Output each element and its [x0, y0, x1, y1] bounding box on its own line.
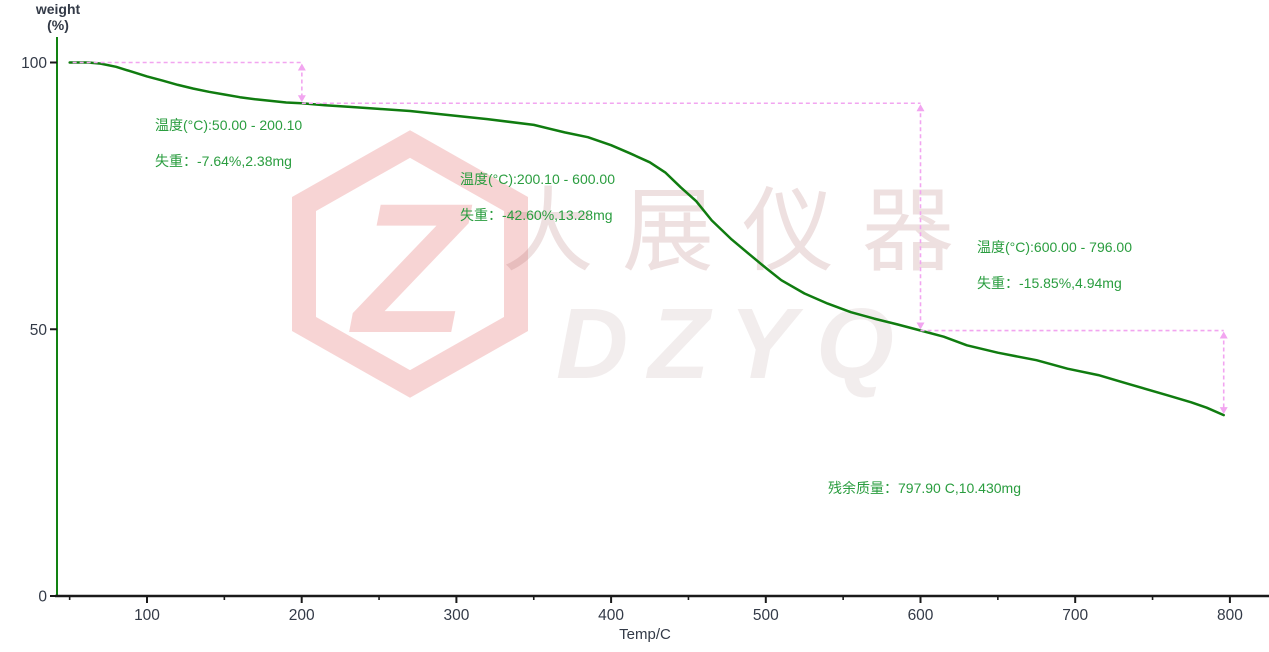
y-axis-title: weight (%) [28, 1, 88, 33]
step-1-temp-range-label: 温度(°C):50.00 - 200.10 [155, 117, 303, 133]
step-3-arrow-down-icon [1219, 407, 1228, 415]
y-axis-title-line1: weight [35, 1, 81, 17]
y-axis-title-line2: (%) [47, 17, 69, 33]
step-3-temp-range-label: 温度(°C):600.00 - 796.00 [977, 239, 1133, 255]
step-1-annotation: 温度(°C):50.00 - 200.10 失重：-7.64%,2.38mg [155, 118, 302, 190]
step-1-arrow-up-icon [297, 63, 306, 71]
step-1-arrow-down-icon [297, 95, 306, 103]
step-2-arrow-up-icon [916, 104, 925, 112]
tga-curve [68, 61, 1225, 417]
step-3-annotation: 温度(°C):600.00 - 796.00 失重：-15.85%,4.94mg [977, 240, 1132, 312]
x-tick-label: 700 [1062, 607, 1088, 624]
x-tick-label: 600 [908, 607, 934, 624]
y-tick-label: 50 [30, 322, 48, 339]
step-2-annotation: 温度(°C):200.10 - 600.00 失重：-42.60%,13.28mg [460, 172, 615, 244]
step-2-weight-loss-label: 失重：-42.60%,13.28mg [460, 207, 613, 223]
x-tick-label: 300 [443, 607, 469, 624]
y-tick-label: 0 [38, 589, 47, 606]
x-axis-title: Temp/C [619, 626, 671, 643]
step-2-arrow-down-icon [916, 322, 925, 330]
residual-mass-label: 残余质量：797.90 C,10.430mg [828, 480, 1021, 496]
x-tick-label: 500 [753, 607, 779, 624]
x-tick-label: 800 [1217, 607, 1243, 624]
y-tick-label: 100 [21, 55, 47, 72]
x-tick-label: 400 [598, 607, 624, 624]
step-2-temp-range-label: 温度(°C):200.10 - 600.00 [460, 171, 616, 187]
step-3-arrow-up-icon [1219, 331, 1228, 339]
x-tick-label: 100 [134, 607, 160, 624]
step-3-weight-loss-label: 失重：-15.85%,4.94mg [977, 275, 1122, 291]
x-tick-label: 200 [289, 607, 315, 624]
step-1-weight-loss-label: 失重：-7.64%,2.38mg [155, 153, 292, 169]
